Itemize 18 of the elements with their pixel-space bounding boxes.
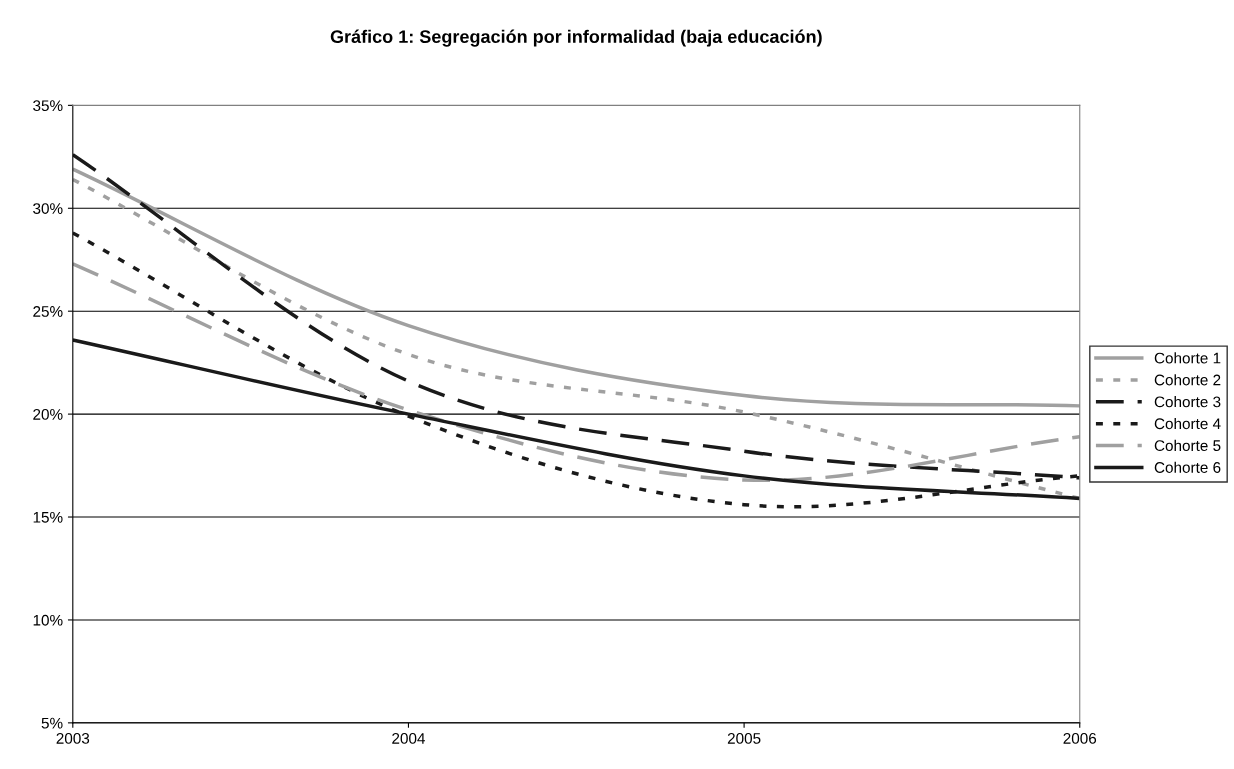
- legend-label: Cohorte 2: [1154, 374, 1221, 386]
- y-tick-label: 25%: [33, 306, 63, 317]
- x-tick-label: 2004: [392, 732, 425, 744]
- y-tick-label: 10%: [33, 614, 63, 626]
- x-tick-label: 2005: [727, 732, 761, 744]
- x-tick-label: 2006: [1063, 732, 1097, 744]
- y-tick-label: 20%: [33, 408, 63, 420]
- y-tick-label: 5%: [41, 717, 63, 729]
- x-tick-label: 2003: [56, 732, 90, 744]
- legend-label: Cohorte 1: [1154, 352, 1221, 364]
- y-tick-label: 35%: [33, 100, 63, 112]
- legend-label: Cohorte 5: [1154, 439, 1221, 452]
- legend-label: Cohorte 6: [1154, 461, 1221, 473]
- legend-label: Cohorte 3: [1154, 396, 1221, 408]
- chart-title: Gráfico 1: Segregación por informalidad (baja educación): [330, 29, 822, 47]
- y-tick-label: 15%: [33, 511, 63, 523]
- y-tick-label: 30%: [33, 203, 63, 214]
- legend-label: Cohorte 4: [1154, 417, 1221, 430]
